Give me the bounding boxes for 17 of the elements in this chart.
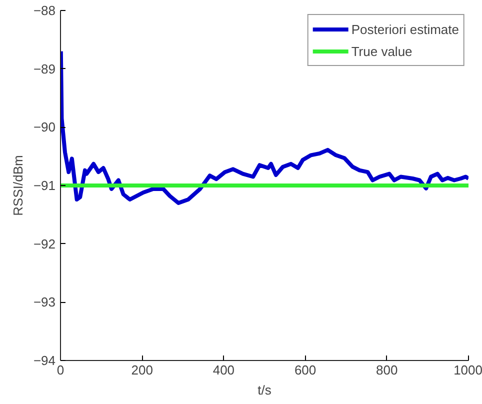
- y-tick-label: −89: [33, 61, 56, 76]
- legend-label: True value: [351, 44, 412, 58]
- y-tick-label: −91: [33, 178, 56, 193]
- x-tick-label: 0: [56, 362, 64, 378]
- y-tick-label: −93: [33, 294, 56, 310]
- x-tick-label: 200: [131, 362, 153, 378]
- y-tick-label: −92: [33, 236, 56, 252]
- y-tick-label: −94: [33, 353, 56, 368]
- x-tick-label: 400: [212, 362, 235, 378]
- x-tick-label: 1000: [454, 362, 482, 378]
- x-tick-label: 600: [294, 362, 316, 378]
- y-axis-title: RSSI/dBm: [10, 155, 26, 216]
- y-tick-label: −88: [33, 3, 56, 18]
- y-tick-label: −90: [33, 120, 56, 135]
- x-tick-label: 800: [376, 362, 398, 378]
- x-axis-title: t/s: [258, 382, 272, 398]
- legend-label: Posteriori estimate: [351, 22, 459, 36]
